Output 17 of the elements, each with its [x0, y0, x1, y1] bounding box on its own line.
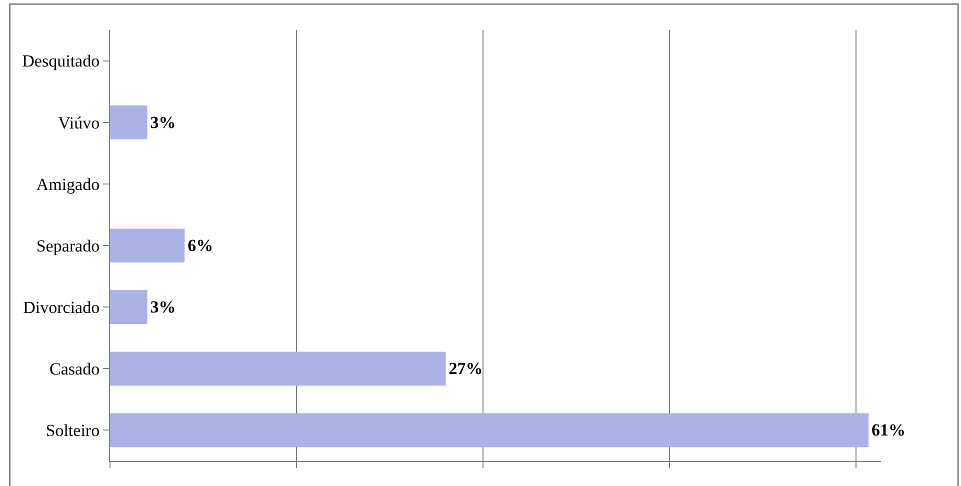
- data-label: 3%: [150, 298, 176, 317]
- y-tick-label: Viúvo: [58, 113, 100, 132]
- data-label: 3%: [150, 112, 176, 132]
- bar: [110, 413, 869, 448]
- y-tick-label: Amigado: [36, 174, 100, 194]
- bar: [110, 352, 446, 386]
- data-label: 27%: [448, 359, 483, 378]
- bar: [110, 105, 148, 140]
- y-tick-label: Divorciado: [23, 298, 100, 318]
- y-tick-label: Solteiro: [46, 421, 100, 440]
- y-tick-label: Desquitado: [22, 52, 100, 71]
- bar: [110, 290, 148, 324]
- data-label: 61%: [872, 420, 906, 440]
- y-tick-label: Casado: [50, 360, 100, 379]
- y-tick-label: Separado: [36, 236, 100, 256]
- bar: [110, 228, 185, 262]
- data-label: 6%: [188, 236, 214, 255]
